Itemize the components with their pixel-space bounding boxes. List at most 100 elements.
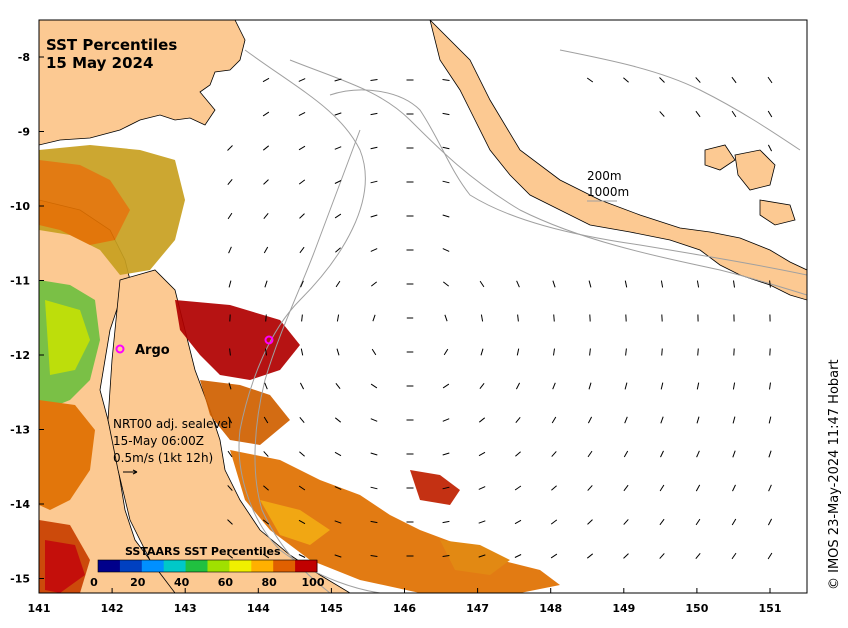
- current-vector: [731, 518, 737, 526]
- current-vector: [696, 416, 700, 424]
- current-vector: [478, 520, 486, 524]
- current-vector: [623, 77, 629, 83]
- current-vector: [696, 382, 700, 390]
- current-vector: [767, 144, 773, 152]
- current-vector: [767, 110, 773, 118]
- colorbar-swatch: [229, 560, 252, 572]
- current-vector: [442, 281, 450, 287]
- current-vector: [300, 348, 304, 356]
- current-vector: [695, 518, 701, 526]
- current-vector: [262, 111, 270, 117]
- current-vector: [263, 451, 269, 457]
- current-vector: [479, 280, 485, 288]
- current-vector: [334, 78, 342, 82]
- y-tick-label: -8: [18, 51, 30, 64]
- current-vector: [695, 484, 701, 492]
- current-vector: [732, 450, 736, 458]
- current-vector: [444, 314, 448, 322]
- current-vector: [228, 280, 232, 288]
- current-vector: [625, 348, 627, 356]
- current-vector: [659, 518, 665, 526]
- current-vectors: [226, 76, 773, 560]
- current-vector: [768, 416, 772, 424]
- current-vector: [442, 112, 450, 116]
- vector-scale-arrow: [123, 469, 138, 475]
- current-vector: [442, 452, 450, 456]
- current-vector: [478, 451, 486, 457]
- current-vector: [442, 486, 450, 490]
- current-vector: [515, 382, 521, 390]
- current-vector: [299, 382, 305, 390]
- current-vector: [733, 280, 735, 288]
- colorbar-swatch: [251, 560, 274, 572]
- land-png: [39, 20, 246, 146]
- current-vector: [624, 382, 628, 390]
- map-title-line1: SST Percentiles: [46, 36, 177, 54]
- current-vector: [623, 519, 629, 525]
- current-vector: [370, 383, 378, 389]
- current-vector: [262, 145, 270, 151]
- current-vector: [731, 76, 737, 84]
- current-vector: [623, 484, 629, 492]
- map-frame: [38, 19, 808, 594]
- x-tick-label: 141: [28, 602, 51, 615]
- current-vector: [262, 519, 270, 525]
- current-vector: [732, 484, 736, 492]
- current-vector: [731, 552, 737, 560]
- current-vector: [227, 416, 233, 424]
- y-tick-label: -14: [10, 498, 30, 511]
- current-vector: [696, 450, 700, 458]
- x-tick-label: 147: [466, 602, 489, 615]
- current-vector: [695, 552, 701, 560]
- current-vector: [587, 485, 593, 491]
- current-vector: [265, 348, 267, 356]
- current-vector: [624, 416, 628, 424]
- current-vector: [588, 382, 592, 390]
- current-vector: [551, 485, 557, 491]
- current-vector: [586, 77, 594, 83]
- current-vector: [480, 348, 484, 356]
- current-vector: [623, 450, 629, 458]
- current-vector: [586, 553, 594, 559]
- current-vector: [442, 383, 450, 389]
- x-tick-label: 146: [393, 602, 416, 615]
- current-vector: [587, 450, 593, 458]
- current-vector: [299, 416, 305, 424]
- colorbar-label: 80: [262, 576, 278, 589]
- colorbar-label: 100: [302, 576, 325, 589]
- current-vector: [263, 485, 269, 491]
- current-vector: [659, 553, 665, 559]
- current-vector: [442, 214, 450, 218]
- current-vector: [589, 348, 591, 356]
- current-vector: [552, 382, 556, 390]
- colorbar-swatch: [119, 560, 143, 572]
- current-vector: [334, 112, 342, 116]
- land-png-east: [429, 20, 807, 301]
- current-vector: [263, 416, 269, 424]
- current-vector: [227, 450, 233, 458]
- current-vector: [263, 179, 269, 185]
- current-vector: [768, 484, 772, 492]
- current-vector: [767, 76, 773, 84]
- current-vector: [442, 79, 450, 81]
- current-vector: [550, 553, 558, 559]
- current-vector: [514, 554, 522, 558]
- current-vector: [514, 519, 522, 525]
- current-vector: [335, 382, 341, 390]
- current-vector: [370, 146, 378, 150]
- y-tick-label: -10: [10, 200, 30, 213]
- current-vector: [370, 418, 378, 422]
- x-tick-label: 149: [612, 602, 635, 615]
- current-vector: [226, 553, 234, 559]
- vector-info-line1: NRT00 adj. sealevel: [113, 417, 231, 431]
- current-vector: [334, 180, 342, 184]
- current-vector: [623, 553, 629, 559]
- colorbar-swatch: [98, 560, 121, 572]
- colorbar-swatch: [185, 560, 208, 572]
- current-vector: [479, 382, 485, 390]
- current-vector: [298, 179, 306, 185]
- current-vector: [767, 518, 773, 526]
- x-tick-label: 142: [101, 602, 124, 615]
- current-vector: [587, 416, 593, 424]
